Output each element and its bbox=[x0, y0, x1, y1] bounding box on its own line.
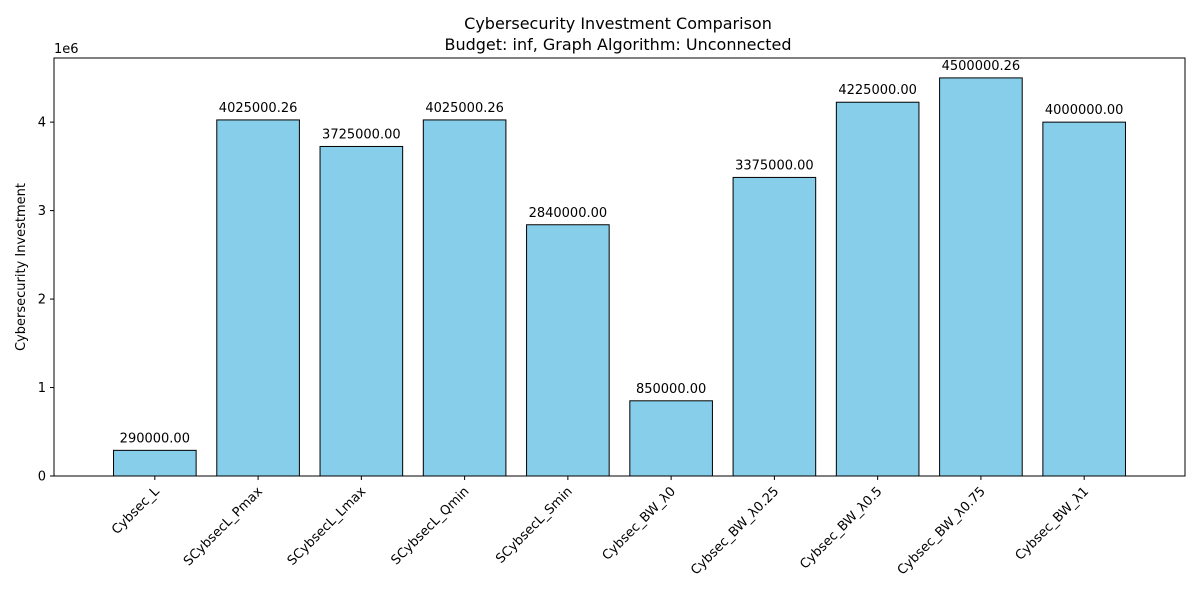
x-tick-label: Cybsec_BW_λ0.5 bbox=[797, 484, 885, 572]
bar bbox=[629, 400, 713, 477]
data-label: 4025000.26 bbox=[425, 101, 504, 116]
y-tick-label: 3 bbox=[38, 204, 46, 219]
plot-frame bbox=[53, 57, 1186, 477]
plot-area: 290000.00 Cybsec_L 4025000.26 SCybsecL_Pmax… bbox=[38, 57, 1186, 578]
bar bbox=[732, 176, 817, 477]
bar bbox=[939, 77, 1023, 477]
x-tick-label: Cybsec_BW_λ0.25 bbox=[688, 484, 782, 578]
x-tick-label: Cybsec_BW_λ1 bbox=[1013, 484, 1092, 563]
x-tick-label: Cybsec_L bbox=[109, 484, 163, 538]
chart-subtitle: Budget: inf, Graph Algorithm: Unconnecte… bbox=[444, 35, 791, 54]
data-label: 290000.00 bbox=[120, 431, 190, 446]
y-tick-label: 0 bbox=[38, 470, 46, 485]
bar bbox=[422, 119, 507, 477]
data-label: 4025000.26 bbox=[219, 101, 298, 116]
y-tick-label: 4 bbox=[38, 116, 46, 131]
x-tick-label: SCybsecL_Qmin bbox=[389, 484, 473, 568]
bar bbox=[319, 145, 404, 477]
data-label: 2840000.00 bbox=[529, 206, 608, 221]
y-tick-label: 2 bbox=[38, 293, 46, 308]
data-label: 4000000.00 bbox=[1045, 103, 1124, 118]
bar bbox=[216, 119, 300, 477]
bar bbox=[113, 449, 197, 477]
bar bbox=[835, 101, 920, 477]
data-label: 850000.00 bbox=[636, 382, 706, 397]
bar bbox=[1042, 121, 1126, 477]
bar bbox=[526, 224, 610, 477]
x-tick-label: Cybsec_BW_λ0.75 bbox=[895, 484, 989, 578]
data-label: 4500000.26 bbox=[942, 59, 1021, 74]
x-tick-label: SCybsecL_Lmax bbox=[285, 484, 370, 569]
y-axis-label: Cybersecurity Investment bbox=[14, 183, 29, 351]
y-axis-offset-label: 1e6 bbox=[54, 42, 79, 57]
x-tick-label: SCybsecL_Smin bbox=[493, 484, 576, 567]
x-tick-label: SCybsecL_Pmax bbox=[181, 484, 266, 569]
data-label: 4225000.00 bbox=[838, 83, 917, 98]
data-label: 3725000.00 bbox=[322, 127, 401, 142]
data-label: 3375000.00 bbox=[735, 158, 814, 173]
x-tick-label: Cybsec_BW_λ0 bbox=[600, 484, 679, 563]
chart-title: Cybersecurity Investment Comparison bbox=[464, 14, 772, 33]
y-tick-label: 1 bbox=[38, 381, 46, 396]
